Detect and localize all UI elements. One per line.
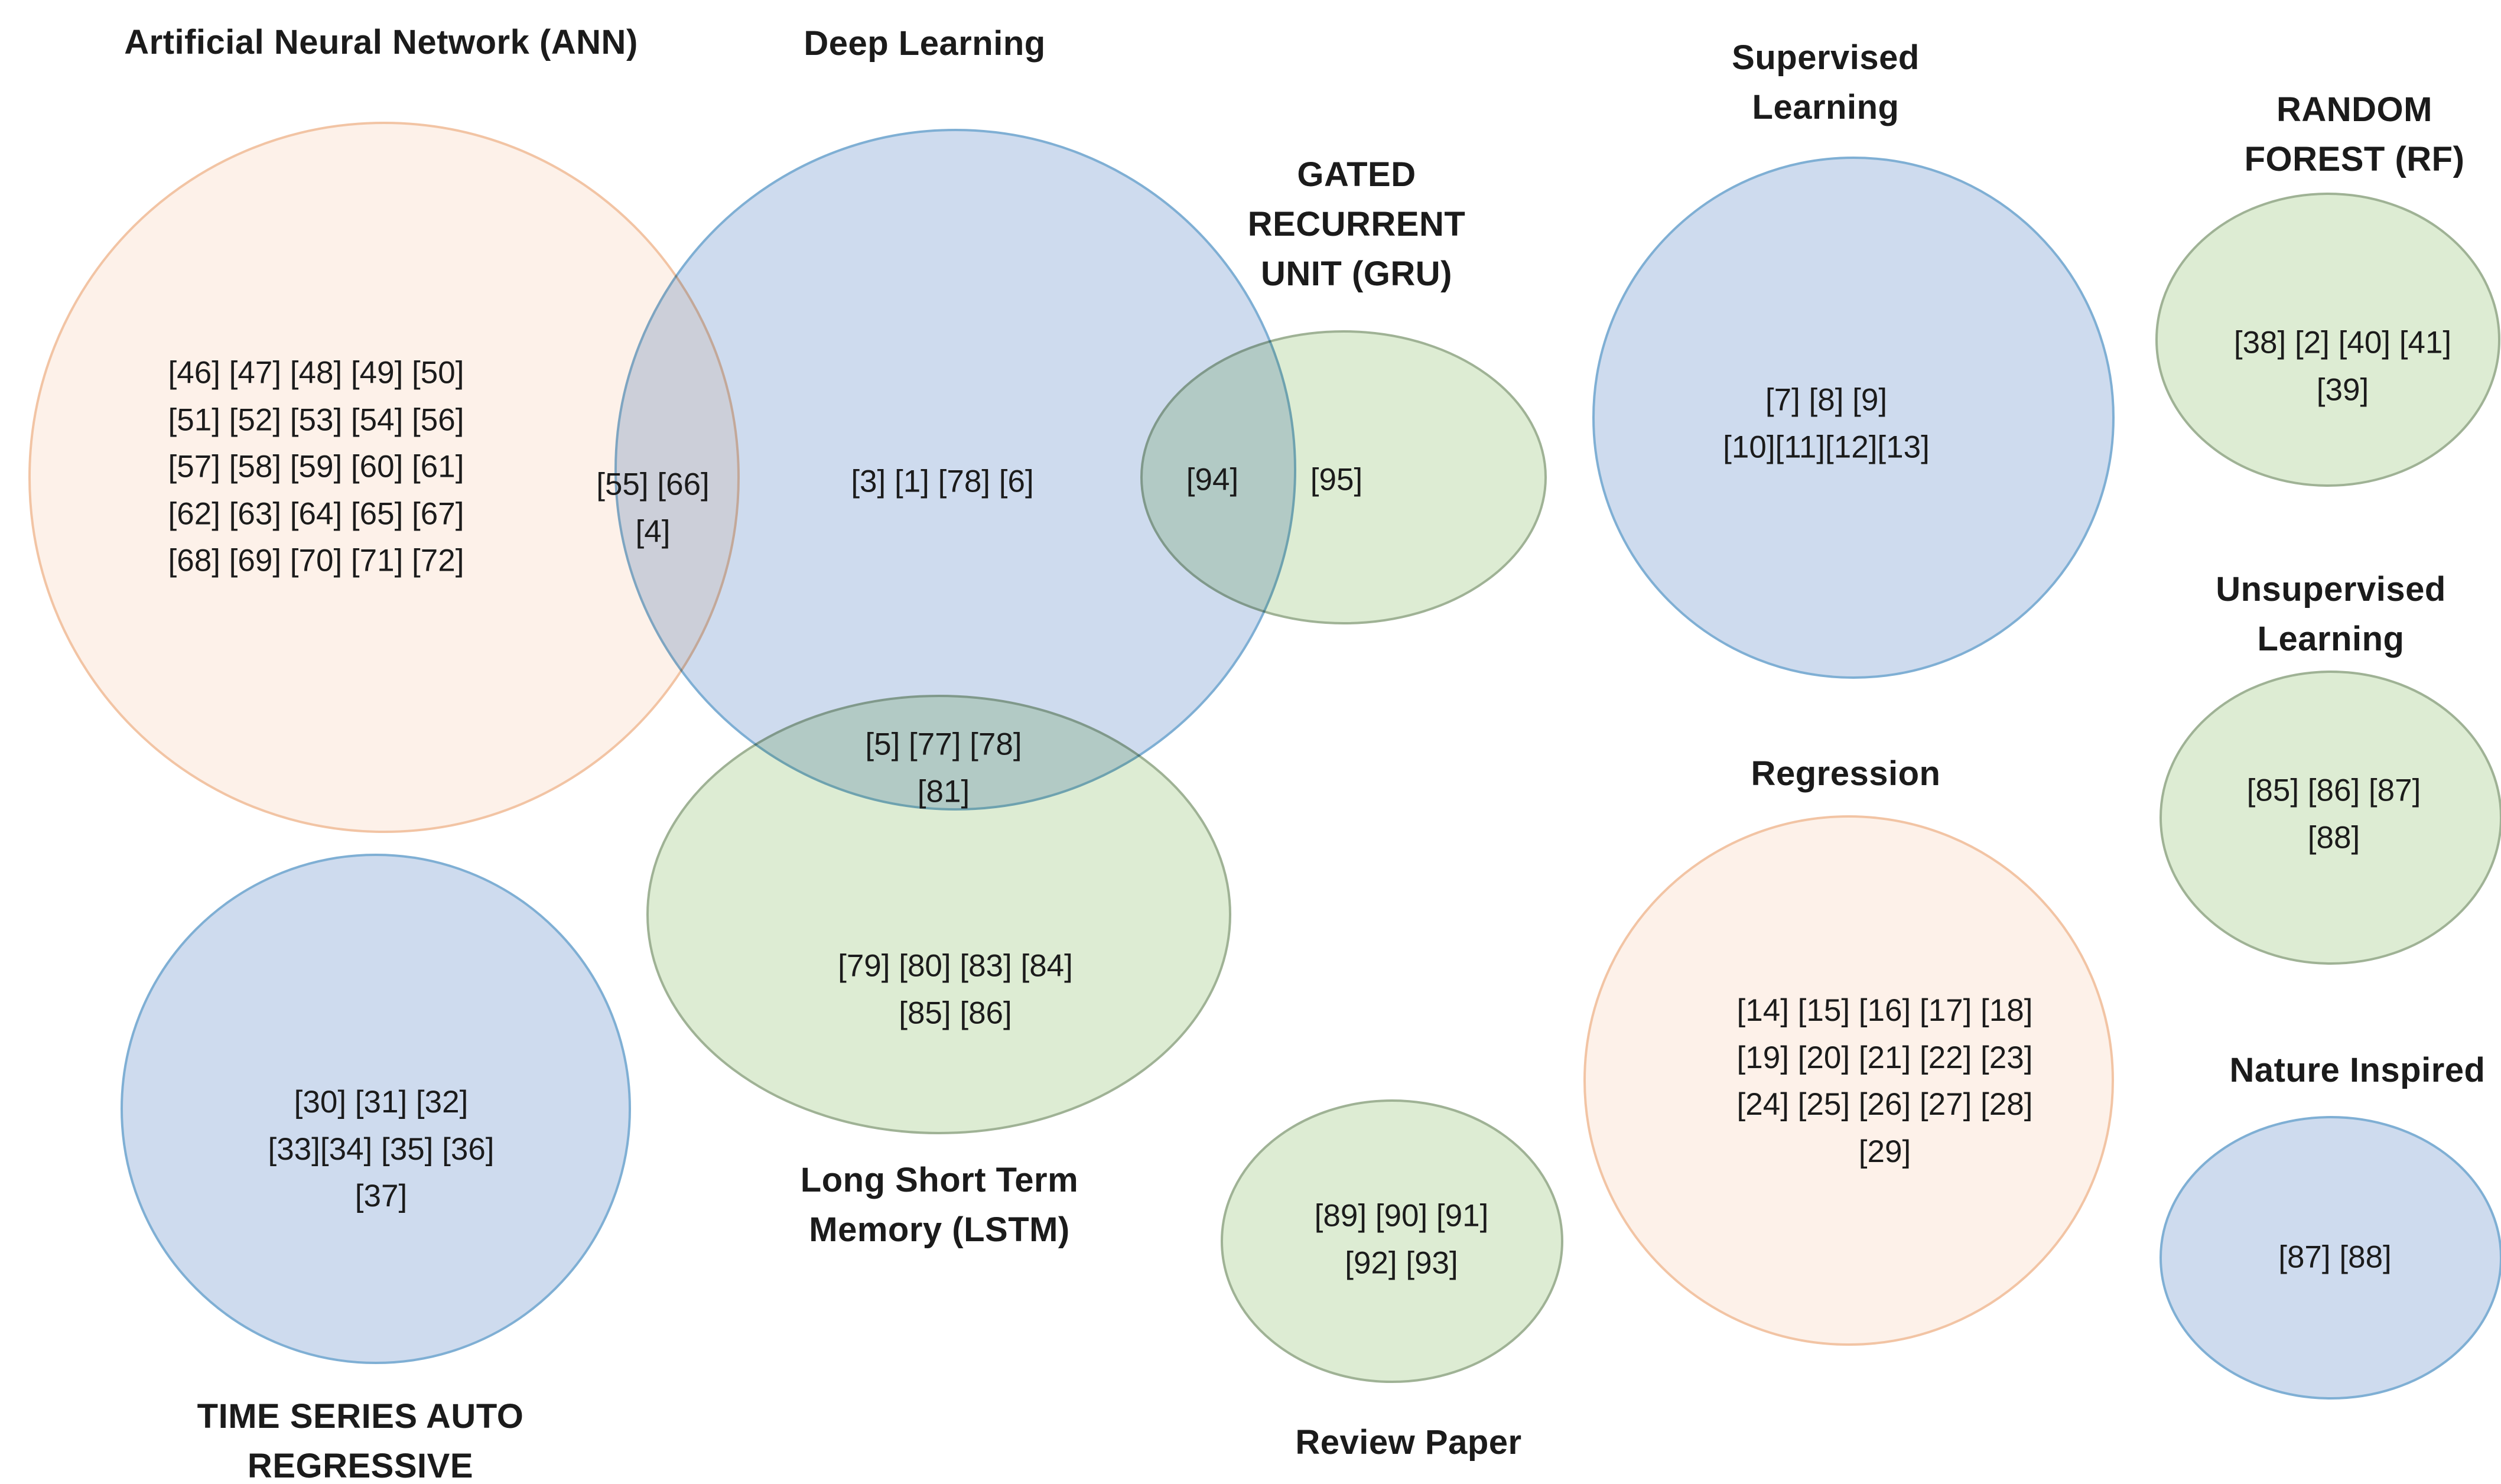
review-paper-title: Review Paper [1295, 1423, 1522, 1462]
nature-inspired-ellipse [2159, 1116, 2501, 1400]
unsupervised-ellipse [2159, 671, 2501, 965]
gru-citations: [95] [1310, 462, 1363, 497]
random-forest-citations: [38] [2] [40] [41] [39] [2233, 325, 2452, 408]
lstm-citations: [79] [80] [83] [84] [85] [86] [838, 948, 1073, 1031]
deep-learning-gru-overlap-citations: [94] [1186, 462, 1239, 497]
regression-citations: [14] [15] [16] [17] [18] [19] [20] [21] … [1736, 993, 2033, 1169]
regression-title: Regression [1751, 754, 1941, 793]
deep-learning-citations: [3] [1] [78] [6] [851, 464, 1034, 499]
lstm-ellipse [646, 695, 1231, 1134]
gru-title: GATED RECURRENT UNIT (GRU) [1247, 155, 1466, 294]
time-series-citations: [30] [31] [32] [33][34] [35] [36] [37] [268, 1084, 495, 1213]
review-paper-ellipse [1221, 1099, 1563, 1383]
ann-citations: [46] [47] [48] [49] [50] [51] [52] [53] … [168, 355, 464, 578]
lstm-title: Long Short Term Memory (LSTM) [800, 1160, 1079, 1249]
random-forest-title: RANDOM FOREST (RF) [2244, 90, 2465, 178]
regression-circle [1583, 815, 2114, 1346]
unsupervised-title: Unsupervised Learning [2216, 569, 2446, 658]
gru-ellipse [1140, 330, 1547, 624]
nature-inspired-title: Nature Inspired [2229, 1050, 2486, 1089]
nature-inspired-citations: [87] [88] [2278, 1239, 2392, 1275]
deep-learning-lstm-overlap-citations: [5] [77] [78] [81] [865, 727, 1022, 809]
supervised-title: Supervised Learning [1732, 38, 1920, 126]
supervised-citations: [7] [8] [9] [10][11][12][13] [1723, 382, 1930, 465]
deep-learning-title: Deep Learning [804, 24, 1046, 63]
time-series-title: TIME SERIES AUTO REGRESSIVE [197, 1397, 524, 1484]
unsupervised-citations: [85] [86] [87] [88] [2246, 773, 2421, 855]
review-paper-citations: [89] [90] [91] [92] [93] [1314, 1198, 1489, 1281]
ann-deep-learning-overlap-citations: [55] [66] [4] [596, 467, 710, 549]
time-series-circle [121, 854, 631, 1364]
supervised-circle [1592, 157, 2115, 679]
random-forest-ellipse [2155, 193, 2500, 487]
ann-title: Artificial Neural Network (ANN) [124, 22, 638, 61]
